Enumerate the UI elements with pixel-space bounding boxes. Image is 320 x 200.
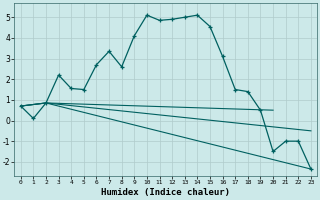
X-axis label: Humidex (Indice chaleur): Humidex (Indice chaleur): [101, 188, 230, 197]
